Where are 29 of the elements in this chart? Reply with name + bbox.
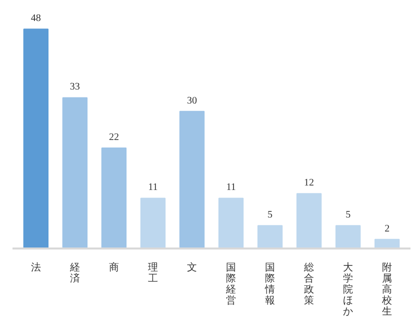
x-tick-label: 経済	[68, 262, 80, 284]
data-label: 48	[30, 13, 41, 24]
data-label: 2	[384, 223, 390, 234]
data-label: 33	[70, 82, 80, 93]
bar	[23, 28, 49, 248]
data-label: 5	[346, 210, 351, 221]
bar	[335, 225, 361, 248]
x-tick-label: 法	[30, 262, 41, 274]
x-tick-label: 総合政策	[303, 262, 314, 306]
x-tick-label: 国際情報	[264, 262, 276, 306]
x-tick-label: 国際経営	[225, 262, 236, 306]
data-label: 22	[108, 132, 119, 143]
data-label: 11	[148, 182, 158, 194]
bar	[257, 225, 283, 248]
x-tick-label: 附属高校生	[381, 262, 392, 318]
data-label: 30	[186, 95, 197, 106]
x-tick-label: 文	[186, 262, 197, 274]
bar	[218, 198, 244, 248]
bar	[296, 193, 322, 248]
data-label: 5	[268, 210, 273, 221]
bar	[140, 198, 166, 248]
bar	[62, 97, 88, 248]
bar	[179, 110, 205, 248]
x-tick-label: 大学院ほか	[343, 262, 354, 318]
x-tick-label: 商	[108, 262, 119, 274]
x-tick-label: 理工	[148, 262, 158, 284]
data-label: 11	[226, 182, 236, 194]
data-label: 12	[304, 178, 314, 189]
bar	[101, 147, 127, 248]
